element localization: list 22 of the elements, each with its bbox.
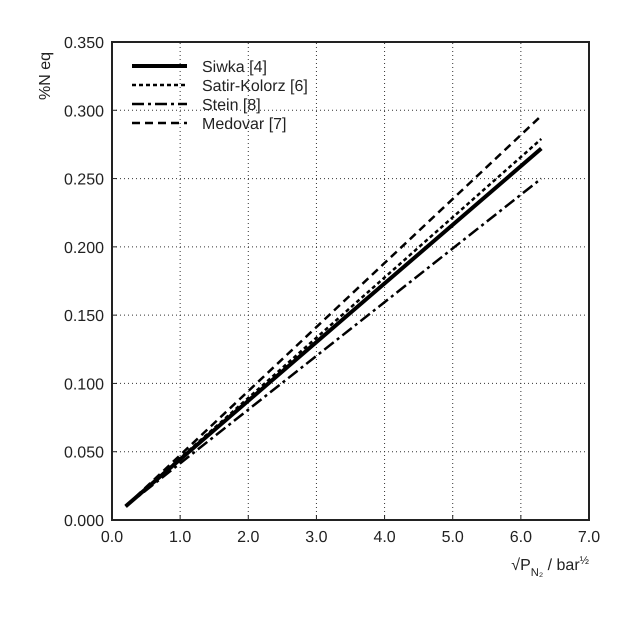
y-axis-title: %N eq — [37, 52, 54, 100]
x-tick-label: 0.0 — [100, 529, 124, 546]
y-tick-label: 0.050 — [64, 444, 104, 462]
y-tick-label: 0.300 — [64, 103, 104, 120]
x-tick-label: 5.0 — [442, 529, 464, 546]
x-tick-label: 4.0 — [373, 529, 396, 546]
x-tick-label: 2.0 — [237, 529, 260, 546]
x-axis-title: √P$_{N₂}$ / bar$^{½}$ — [511, 555, 590, 579]
x-tick-label: 6.0 — [510, 529, 532, 546]
y-tick-label: 0.200 — [64, 240, 104, 257]
legend-label: Satir-Kolorz [6] — [202, 78, 308, 95]
legend-label: Medovar [7] — [202, 116, 286, 133]
x-tick-label: 1.0 — [169, 529, 192, 546]
y-tick-label: 0.150 — [64, 308, 104, 326]
x-tick-label: 7.0 — [578, 529, 600, 546]
y-tick-label: 0.100 — [64, 376, 104, 394]
legend-label: Stein [8] — [202, 97, 261, 114]
y-tick-label: 0.000 — [64, 513, 104, 530]
legend-label: Siwka [4] — [202, 59, 267, 76]
y-tick-label: 0.250 — [64, 172, 104, 189]
y-tick-label: 0.350 — [64, 35, 104, 52]
x-tick-label: 3.0 — [305, 529, 328, 546]
